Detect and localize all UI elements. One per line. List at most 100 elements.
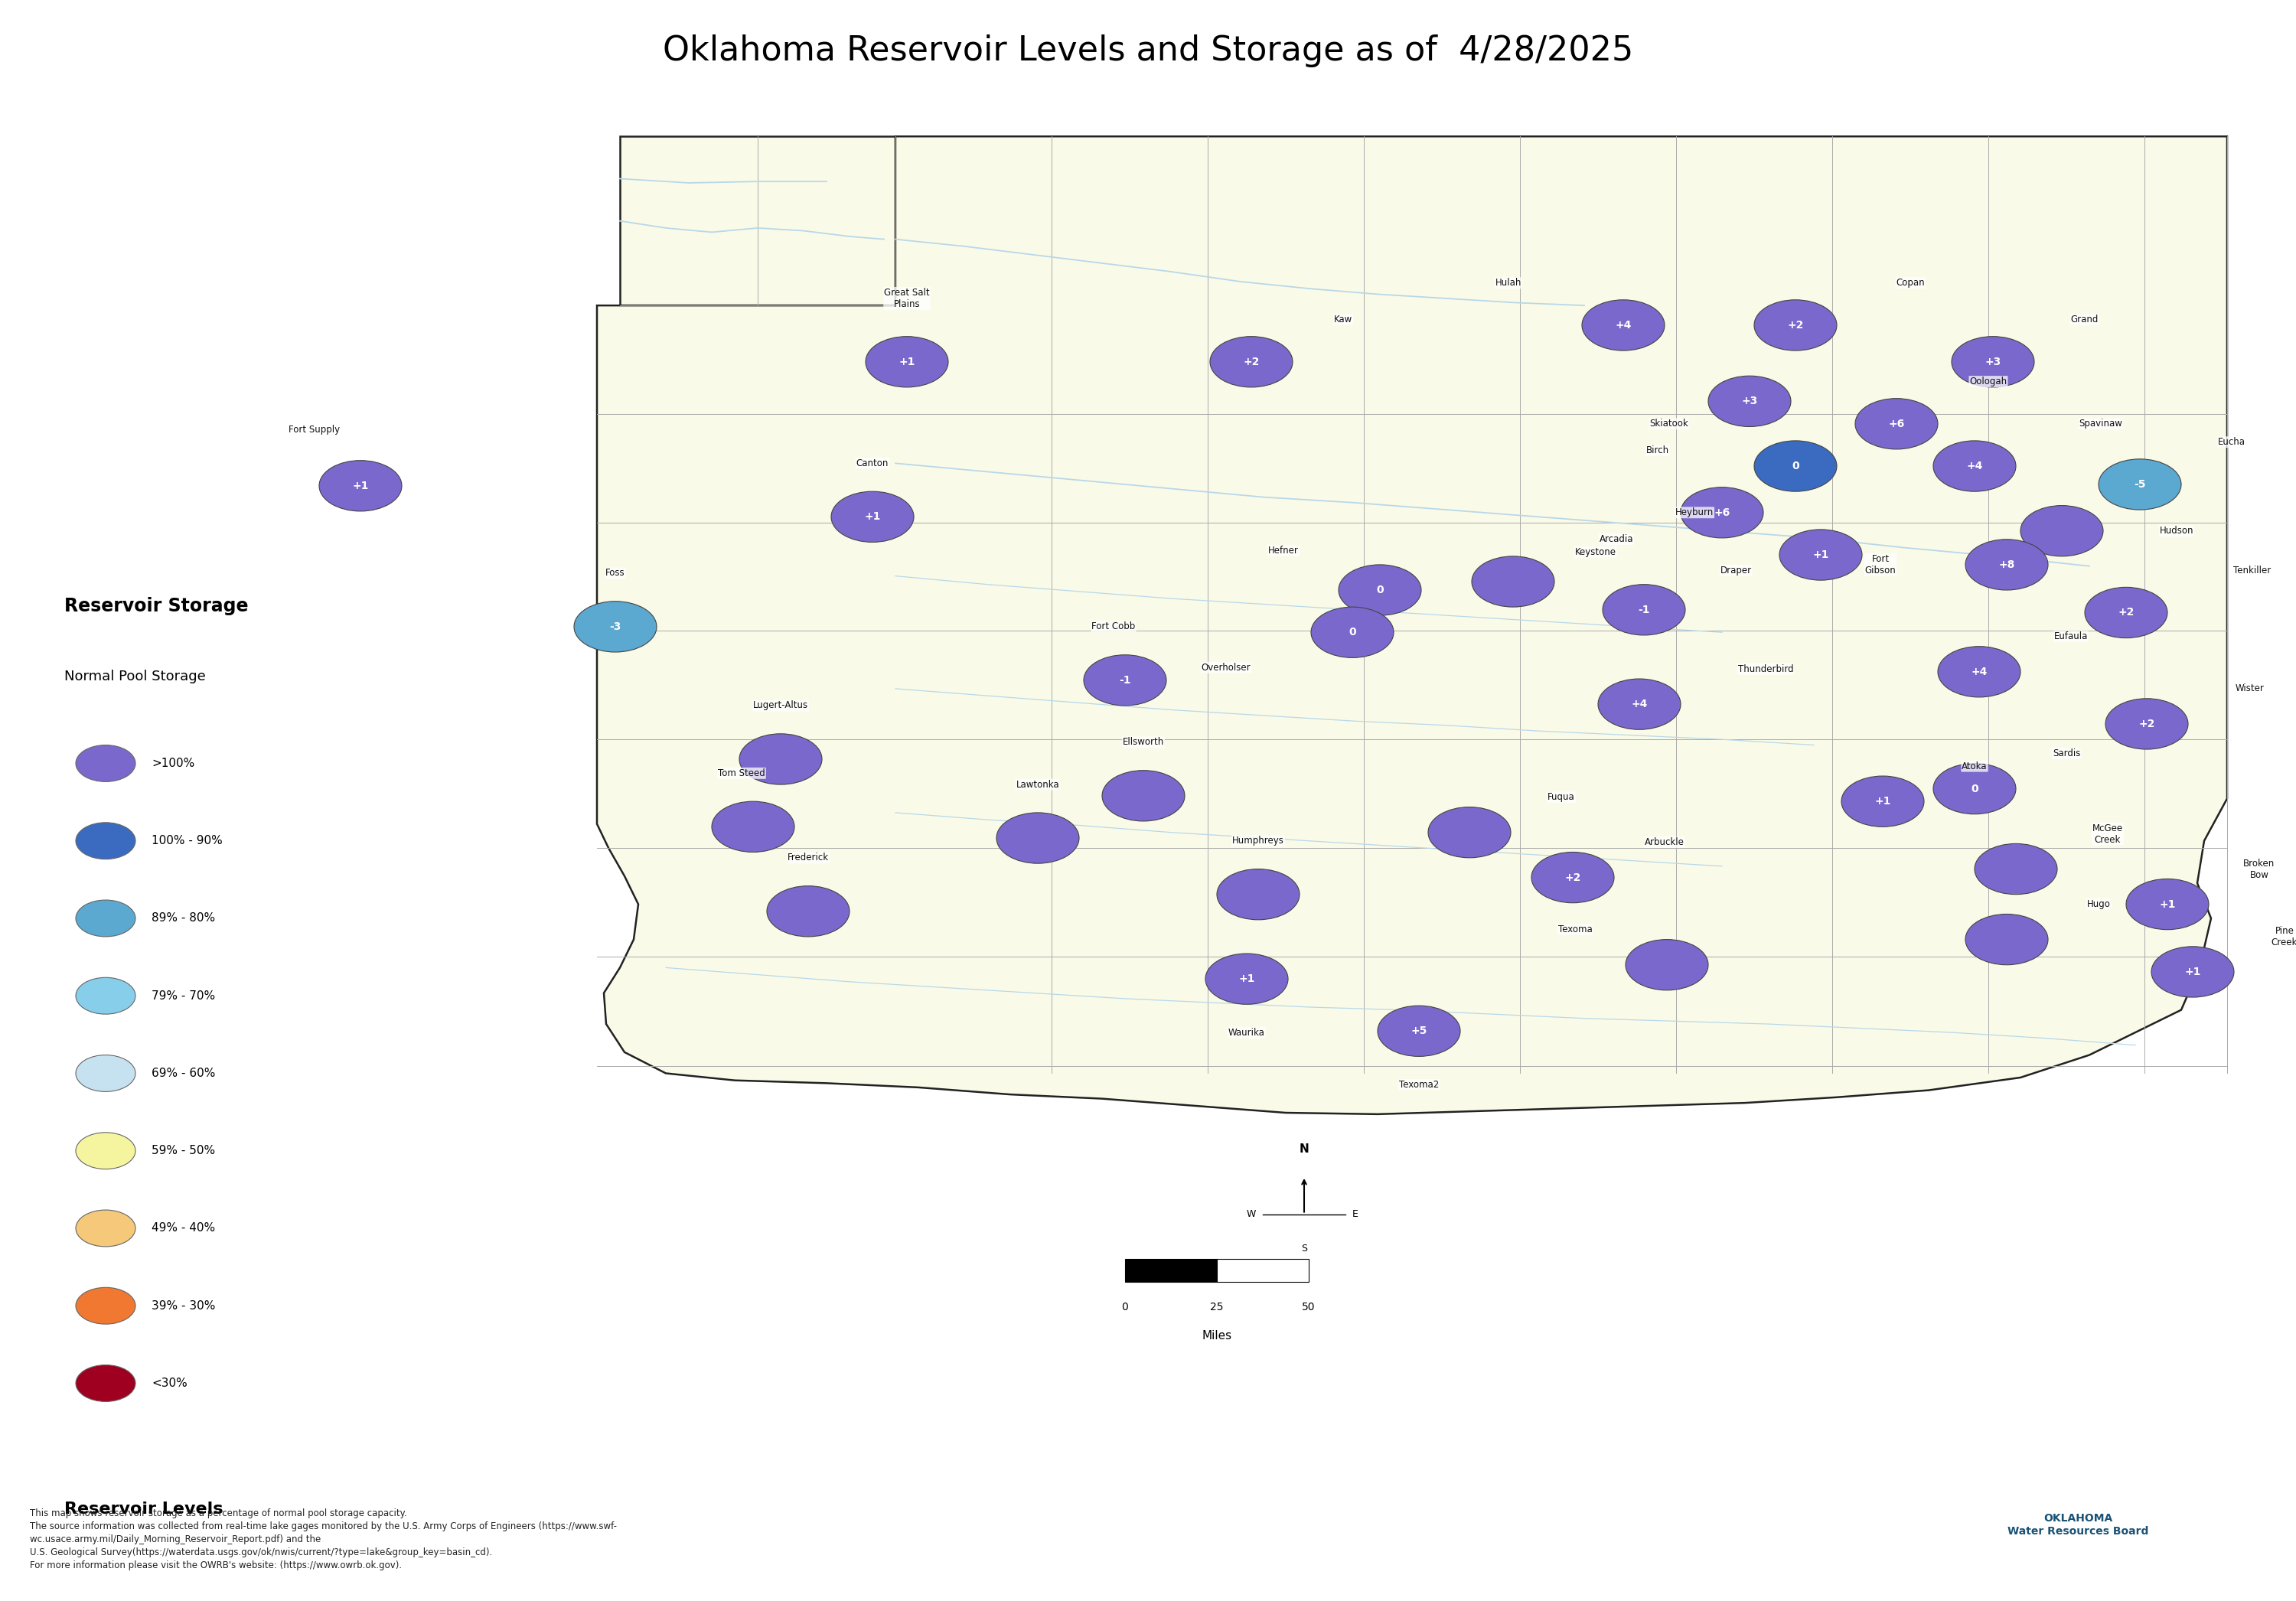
Text: 0: 0	[1348, 628, 1357, 637]
Text: 39% - 30%: 39% - 30%	[152, 1300, 216, 1311]
Circle shape	[1975, 844, 2057, 895]
Circle shape	[2085, 588, 2167, 637]
Text: Pine
Creek: Pine Creek	[2271, 925, 2296, 948]
Text: 69% - 60%: 69% - 60%	[152, 1068, 216, 1079]
Text: Oklahoma Reservoir Levels and Storage as of  4/28/2025: Oklahoma Reservoir Levels and Storage as…	[664, 35, 1632, 67]
Text: Tenkiller: Tenkiller	[2234, 565, 2271, 575]
Text: E: E	[1352, 1209, 1359, 1220]
Circle shape	[1598, 679, 1681, 730]
Text: Fuqua: Fuqua	[1548, 792, 1575, 802]
Text: W: W	[1247, 1209, 1256, 1220]
Text: Eucha: Eucha	[2218, 437, 2245, 447]
Text: +2: +2	[2138, 719, 2156, 730]
Text: Lawtonka: Lawtonka	[1017, 780, 1058, 789]
Text: Arcadia: Arcadia	[1600, 535, 1632, 544]
Polygon shape	[597, 136, 2227, 1114]
Text: Copan: Copan	[1896, 279, 1924, 288]
Text: Atoka: Atoka	[1961, 760, 1988, 772]
Text: +4: +4	[1965, 461, 1984, 471]
Text: McGee
Creek: McGee Creek	[2092, 823, 2124, 844]
Circle shape	[1102, 770, 1185, 821]
Text: +1: +1	[898, 357, 916, 367]
Text: -5: -5	[2133, 479, 2147, 490]
Text: Foss: Foss	[606, 568, 625, 578]
Bar	[1217, 1260, 1309, 1282]
Text: Arbuckle: Arbuckle	[1644, 837, 1685, 847]
Circle shape	[739, 733, 822, 784]
Text: >100%: >100%	[152, 757, 195, 768]
Text: 89% - 80%: 89% - 80%	[152, 913, 216, 924]
Circle shape	[1582, 299, 1665, 351]
Circle shape	[1754, 299, 1837, 351]
Text: Overholser: Overholser	[1201, 663, 1251, 672]
Text: Wister: Wister	[2236, 684, 2264, 693]
Circle shape	[1626, 940, 1708, 989]
Text: +2: +2	[1786, 320, 1805, 330]
Circle shape	[1217, 869, 1300, 919]
Text: +4: +4	[1614, 320, 1632, 330]
Text: +1: +1	[863, 511, 882, 522]
Text: +2: +2	[2117, 607, 2135, 618]
Circle shape	[76, 1210, 135, 1247]
Circle shape	[319, 461, 402, 511]
Text: <30%: <30%	[152, 1377, 188, 1390]
Circle shape	[76, 978, 135, 1013]
Text: Sardis: Sardis	[2053, 749, 2080, 759]
Circle shape	[1681, 487, 1763, 538]
Text: +1: +1	[2158, 898, 2177, 909]
Text: Fort Cobb: Fort Cobb	[1091, 621, 1137, 632]
Circle shape	[1311, 607, 1394, 658]
Circle shape	[2126, 879, 2209, 930]
Text: +4: +4	[1970, 666, 1988, 677]
Text: 0: 0	[1375, 584, 1384, 596]
Text: +4: +4	[1630, 698, 1649, 709]
Text: +6: +6	[1887, 418, 1906, 429]
Text: Fort Supply: Fort Supply	[289, 424, 340, 434]
Polygon shape	[620, 136, 895, 306]
Text: Hudson: Hudson	[2161, 525, 2193, 536]
Circle shape	[1472, 556, 1554, 607]
Text: Birch: Birch	[1646, 445, 1669, 456]
Text: Kaw: Kaw	[1334, 314, 1352, 325]
Text: +1: +1	[1812, 549, 1830, 560]
Text: Normal Pool Storage: Normal Pool Storage	[64, 669, 207, 684]
Text: Reservoir Levels: Reservoir Levels	[64, 1502, 223, 1518]
Text: Tom Steed: Tom Steed	[719, 768, 765, 778]
Circle shape	[1210, 336, 1293, 387]
Text: Hefner: Hefner	[1267, 546, 1300, 556]
Text: +1: +1	[351, 480, 370, 492]
Text: 59% - 50%: 59% - 50%	[152, 1145, 216, 1156]
Circle shape	[1339, 565, 1421, 615]
Text: Broken
Bow: Broken Bow	[2243, 858, 2275, 879]
Text: Great Salt
Plains: Great Salt Plains	[884, 288, 930, 309]
Circle shape	[76, 1132, 135, 1169]
Text: 0: 0	[1123, 1302, 1127, 1313]
Text: Lugert-Altus: Lugert-Altus	[753, 701, 808, 711]
Circle shape	[1754, 440, 1837, 492]
Circle shape	[76, 823, 135, 860]
Circle shape	[1933, 440, 2016, 492]
Text: +8: +8	[1998, 559, 2016, 570]
Circle shape	[1841, 776, 1924, 826]
Text: Fort
Gibson: Fort Gibson	[1864, 554, 1896, 575]
Text: 25: 25	[1210, 1302, 1224, 1313]
Circle shape	[1428, 807, 1511, 858]
Text: Skiatook: Skiatook	[1651, 419, 1688, 429]
Text: Frederick: Frederick	[788, 853, 829, 863]
Circle shape	[767, 885, 850, 937]
Text: This map shows reservoir storage as a percentage of normal pool storage capacity: This map shows reservoir storage as a pe…	[30, 1508, 618, 1571]
Text: Texoma: Texoma	[1559, 925, 1591, 935]
Circle shape	[996, 813, 1079, 863]
Text: Thunderbird: Thunderbird	[1738, 664, 1793, 674]
Text: +3: +3	[1740, 395, 1759, 407]
Text: -3: -3	[608, 621, 622, 632]
Text: +1: +1	[1238, 973, 1256, 985]
Text: 0: 0	[1791, 461, 1800, 471]
Text: Hulah: Hulah	[1495, 279, 1522, 288]
Text: Eufaula: Eufaula	[2055, 631, 2087, 642]
Text: Draper: Draper	[1720, 565, 1752, 575]
Circle shape	[76, 1287, 135, 1324]
Text: Waurika: Waurika	[1228, 1028, 1265, 1037]
Text: +6: +6	[1713, 508, 1731, 519]
Circle shape	[1779, 530, 1862, 580]
